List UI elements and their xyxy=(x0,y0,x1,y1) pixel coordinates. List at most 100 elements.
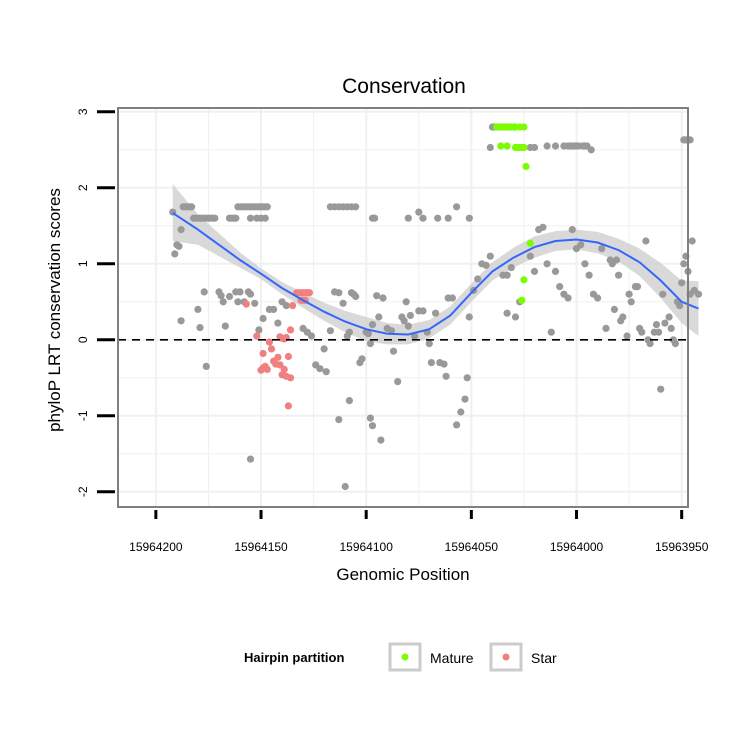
x-tick-label: 15964200 xyxy=(129,540,183,554)
point-other xyxy=(587,146,595,154)
point-other xyxy=(219,298,227,306)
point-other xyxy=(659,290,667,298)
point-other xyxy=(188,203,196,211)
y-tick-label: 2 xyxy=(76,184,90,191)
point-other xyxy=(259,314,267,323)
point-star xyxy=(265,338,273,346)
point-other xyxy=(194,305,202,313)
point-other xyxy=(341,482,349,491)
y-tick-label: 0 xyxy=(76,336,90,343)
point-other xyxy=(377,436,385,444)
point-other xyxy=(627,298,635,306)
point-other xyxy=(543,260,551,268)
point-other xyxy=(530,143,539,152)
point-mature xyxy=(520,143,528,152)
point-other xyxy=(457,408,465,416)
data-points xyxy=(169,123,703,491)
point-other xyxy=(530,267,539,275)
legend-key-mature xyxy=(388,642,422,672)
point-mature xyxy=(522,162,530,171)
point-other xyxy=(465,214,473,222)
point-other xyxy=(371,214,379,222)
point-mature xyxy=(520,276,528,284)
x-tick-label: 15964050 xyxy=(445,540,499,554)
point-star xyxy=(257,366,265,374)
point-other xyxy=(352,203,360,211)
point-other xyxy=(461,395,469,403)
point-other xyxy=(638,328,646,336)
point-other xyxy=(581,260,589,268)
point-other xyxy=(661,319,669,327)
x-tick-label: 15964000 xyxy=(550,540,604,554)
point-other xyxy=(486,143,494,152)
point-other xyxy=(568,226,576,234)
point-other xyxy=(444,214,452,222)
point-other xyxy=(335,289,343,297)
point-other xyxy=(652,321,661,329)
point-other xyxy=(335,416,343,424)
point-star xyxy=(284,352,292,361)
point-other xyxy=(526,252,534,260)
legend-title: Hairpin partition xyxy=(244,650,344,665)
point-other xyxy=(251,299,259,307)
point-other xyxy=(366,414,374,422)
x-tick-label: 15963950 xyxy=(655,540,709,554)
point-star xyxy=(267,345,276,353)
plot-panel-border xyxy=(117,107,689,508)
legend-label-mature: Mature xyxy=(430,650,474,666)
point-star xyxy=(274,353,282,361)
point-other xyxy=(366,340,374,348)
point-star xyxy=(253,332,261,340)
point-other xyxy=(221,322,229,330)
point-other xyxy=(352,292,360,301)
point-other xyxy=(427,359,435,367)
y-tick-label: 3 xyxy=(76,108,90,115)
point-mature xyxy=(497,142,505,150)
point-other xyxy=(694,290,703,298)
point-other xyxy=(665,313,673,321)
point-other xyxy=(667,324,675,332)
point-other xyxy=(612,256,621,264)
y-axis: -2 -1 0 1 2 3 xyxy=(76,108,115,497)
point-other xyxy=(202,362,210,370)
point-other xyxy=(543,142,551,150)
point-other xyxy=(217,292,225,300)
point-other xyxy=(274,319,282,327)
y-axis-title: phyloP LRT conservation scores xyxy=(45,188,64,432)
point-other xyxy=(442,372,450,380)
point-other xyxy=(415,208,423,216)
point-other xyxy=(678,279,686,287)
point-other xyxy=(234,298,242,306)
point-other xyxy=(680,260,688,268)
point-other xyxy=(394,378,402,386)
point-other xyxy=(196,324,204,332)
y-tick-label: -1 xyxy=(76,410,90,421)
point-other xyxy=(646,340,654,348)
point-other xyxy=(657,385,665,393)
point-other xyxy=(642,237,650,245)
legend-item-star: Star xyxy=(489,642,557,672)
point-other xyxy=(615,271,623,279)
point-other xyxy=(434,214,442,222)
point-other xyxy=(402,298,410,306)
point-other xyxy=(345,397,353,405)
point-other xyxy=(623,332,631,340)
point-other xyxy=(404,214,412,222)
point-other xyxy=(246,455,255,463)
legend-swatch-mature xyxy=(401,653,409,661)
point-other xyxy=(440,360,448,368)
point-other xyxy=(322,368,330,376)
point-other xyxy=(345,328,353,336)
point-other xyxy=(585,271,593,279)
point-other xyxy=(419,214,427,222)
point-mature xyxy=(518,296,526,304)
legend-item-mature: Mature xyxy=(388,642,474,672)
point-star xyxy=(289,302,297,310)
point-mature xyxy=(520,123,528,131)
point-other xyxy=(547,328,555,336)
x-tick-label: 15964100 xyxy=(339,540,393,554)
point-other xyxy=(246,214,255,222)
point-other xyxy=(465,313,473,321)
point-other xyxy=(564,294,572,302)
point-other xyxy=(507,264,515,272)
